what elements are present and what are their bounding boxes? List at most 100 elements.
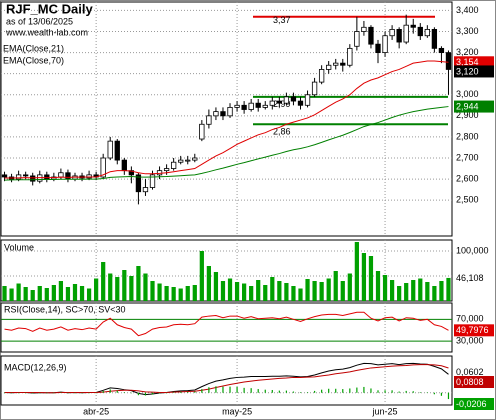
volume-bar [44,288,49,301]
level-label: 2,99 [273,99,291,109]
volume-bar [206,266,211,301]
legend-entry: EMA(Close,70) [3,55,64,65]
candle-body [297,100,304,106]
candle-body [311,81,318,96]
value-box [454,271,494,284]
histogram-bar [278,390,280,393]
histogram-bar [173,392,175,393]
volume-bar [354,242,359,301]
volume-bar [425,282,430,301]
candle-body [290,96,297,102]
x-tick-label: abr-25 [83,406,109,416]
ema-line [4,106,449,181]
volume-bar [220,281,226,301]
value-label: 3,154 [456,57,479,67]
volume-bar [115,277,120,301]
histogram-bar [222,386,224,393]
volume-bar [404,283,409,301]
histogram-bar [180,391,182,393]
histogram-bar [342,389,344,393]
value-box [454,398,494,410]
volume-bar [347,273,352,301]
candle-body [220,111,226,117]
histogram-bar [419,392,421,393]
panel [0,302,453,353]
histogram-bar [349,388,351,393]
candle-body [100,157,106,178]
candle-body [114,140,120,161]
histogram-bar [412,391,414,393]
candle-body [375,43,381,53]
candle-body [170,161,177,169]
value-label: 0,0602 [456,367,484,377]
candle-body [178,159,184,163]
candle-body [326,64,332,70]
candle-body [276,100,283,104]
candle-body [23,174,29,177]
volume-bar [199,251,204,301]
volume-bar [242,283,247,301]
histogram-bar [377,390,379,393]
volume-bar [58,281,64,301]
volume-bar [234,282,240,301]
volume-bar [326,278,331,301]
chart-title: RJF_MC Daily [6,1,93,16]
volume-bar [192,285,197,301]
y-tick-label: 3,400 [456,5,479,15]
volume-bar [51,285,56,301]
volume-bar [439,281,444,301]
panel [0,355,453,406]
histogram-bar [208,387,210,393]
candle-body [262,104,268,108]
volume-bar [185,286,190,301]
y-tick-label: 2,800 [456,131,479,141]
histogram-bar [137,392,140,396]
panel-title: MACD(12,26,9) [4,362,67,372]
value-box [454,65,494,78]
volume-bar [150,281,155,301]
candle-body [269,100,275,106]
y-tick-label: 3,000 [456,89,479,99]
volume-bar [2,286,7,301]
histogram-bar [264,389,266,393]
y-tick-label: 3,300 [456,26,479,36]
histogram-bar [116,390,118,393]
histogram-bar [95,392,97,394]
histogram-bar [433,392,435,395]
candle-body [382,35,388,53]
value-box [454,376,494,388]
volume-bar [23,287,28,301]
candle-body [1,174,8,178]
volume-bar [213,272,219,301]
candle-body [333,62,339,66]
volume-bar [171,287,176,301]
candle-body [396,29,402,43]
panel [0,239,453,302]
histogram-bar [391,390,393,393]
volume-bar [446,277,451,301]
volume-bar [227,278,233,301]
histogram-bar [46,392,48,394]
volume-bar [79,286,85,301]
histogram-bar [236,386,238,393]
x-tick-label: jun-25 [372,406,398,416]
source: www.wealth-lab.com [5,27,88,37]
volume-bar [305,279,310,301]
histogram-bar [60,392,62,393]
histogram-bar [18,392,20,394]
volume-bar [382,275,388,301]
y-tick-label: 70,000 [456,314,484,324]
panel-title: RSI(Close,14), SC>70, SV<30 [4,304,126,314]
volume-bar [65,287,71,301]
candle-body [135,174,142,193]
histogram-bar [3,392,6,394]
y-tick-label: 30,000 [456,335,484,345]
candle-body [149,174,156,188]
macd-line [4,364,449,394]
candle-body [65,172,71,180]
volume-bar [164,286,169,301]
candle-body [431,29,438,49]
histogram-bar [88,392,90,394]
candle-body [417,26,423,37]
